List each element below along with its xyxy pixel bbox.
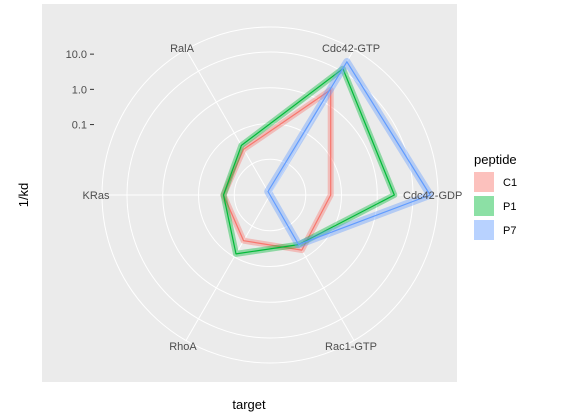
category-label: Rac1-GTP [325,341,377,353]
x-axis-title: target [232,397,266,412]
series-point [429,194,431,196]
category-label: Cdc42-GTP [322,43,380,55]
series-point [330,194,332,196]
radial-spokes [102,49,438,341]
y-tick-label: 10.0 [66,49,87,61]
spoke-line [185,194,271,341]
series-point [269,194,271,196]
legend-swatch [474,220,494,240]
series-point [393,194,395,196]
series-point [222,194,224,196]
series-point [301,249,303,251]
legend-title: peptide [474,152,517,167]
series-point [346,61,348,63]
legend-label: P1 [503,201,516,213]
legend: peptide C1 P1 P7 [474,152,517,240]
series-point [243,148,245,150]
series-group [220,58,434,257]
series-point [235,253,237,255]
series-point [298,244,300,246]
spoke-line [185,49,271,196]
legend-swatch [474,196,494,216]
category-label: RhoA [169,341,197,353]
series-point [243,240,245,242]
series-line [267,61,431,246]
series-point [267,190,269,192]
legend-label: P7 [503,225,516,237]
legend-swatch [474,172,494,192]
category-label: Cdc42-GDP [403,190,462,202]
panel-background [42,4,457,382]
category-label: RalA [170,43,195,55]
y-tick-label: 0.1 [72,120,87,132]
y-tick-label: 1.0 [72,84,87,96]
category-label: KRas [83,190,110,202]
y-axis-title: 1/kd [16,183,31,208]
category-labels: Cdc42-GDP Rac1-GTP RhoA KRas RalA Cdc42-GTP [83,43,463,353]
series-point [240,144,242,146]
y-ticks: 0.1 1.0 10.0 [66,49,94,132]
legend-label: C1 [503,177,517,189]
